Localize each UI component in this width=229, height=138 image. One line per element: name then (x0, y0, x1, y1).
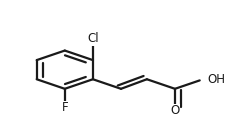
Text: F: F (61, 101, 68, 114)
Text: Cl: Cl (87, 32, 98, 45)
Text: O: O (170, 104, 179, 117)
Text: OH: OH (207, 73, 225, 86)
